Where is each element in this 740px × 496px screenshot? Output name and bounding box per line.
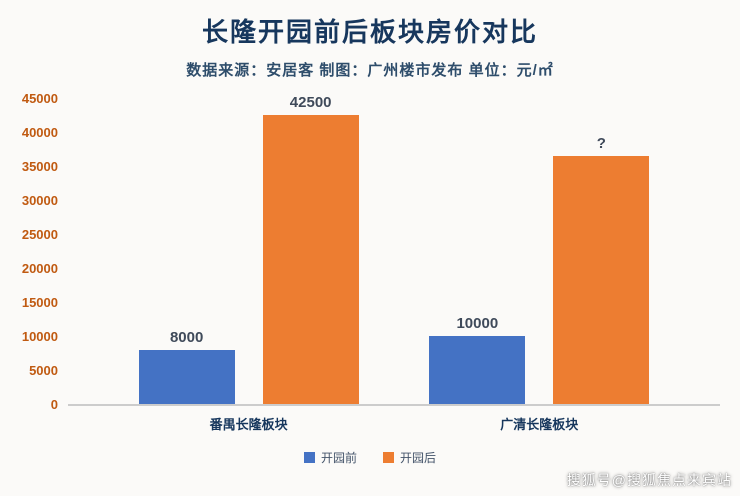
bar-with-label: ? — [553, 135, 650, 404]
legend-label: 开园前 — [320, 451, 357, 465]
bar-group: 8000 42500 — [138, 94, 359, 404]
bar-with-label: 8000 — [138, 329, 235, 404]
chart-title: 长隆开园前后板块房价对比 — [201, 17, 538, 47]
legend-item: 开园前 — [303, 449, 357, 466]
y-axis: 45000 40000 35000 30000 25000 20000 15000 10000… — [21, 90, 58, 412]
bar — [553, 156, 650, 404]
watermark: 搜狐号@搜狐焦点来宾站 — [566, 472, 732, 488]
category-label: 广清长隆板块 — [500, 417, 579, 432]
bar-value-label: 42500 — [289, 94, 332, 111]
bar — [429, 336, 526, 404]
legend-swatch — [383, 452, 394, 463]
bar-with-label: 10000 — [429, 315, 526, 404]
category-label: 番禺长隆板块 — [209, 417, 288, 432]
bar-value-label: ? — [596, 135, 606, 152]
legend-item: 开园后 — [383, 449, 436, 466]
x-axis-category-labels: 番禺长隆板块 广清长隆板块 — [68, 414, 720, 433]
bar — [262, 115, 359, 404]
bar-value-label: 10000 — [456, 315, 499, 332]
bar-with-label: 42500 — [262, 94, 359, 404]
bar-chart: 45000 40000 35000 30000 25000 20000 15000 10000… — [12, 90, 720, 412]
bar — [138, 350, 235, 404]
legend: 开园前 开园后 — [0, 449, 740, 466]
legend-label: 开园后 — [400, 451, 437, 465]
bar-value-label: 8000 — [169, 329, 204, 346]
plot-area: 8000 42500 10000? — [68, 94, 720, 406]
bar-group: 10000? — [429, 135, 650, 404]
chart-subtitle: 数据来源：安居客 制图：广州楼市发布 单位：元/㎡ — [186, 62, 554, 79]
legend-swatch — [303, 452, 315, 463]
